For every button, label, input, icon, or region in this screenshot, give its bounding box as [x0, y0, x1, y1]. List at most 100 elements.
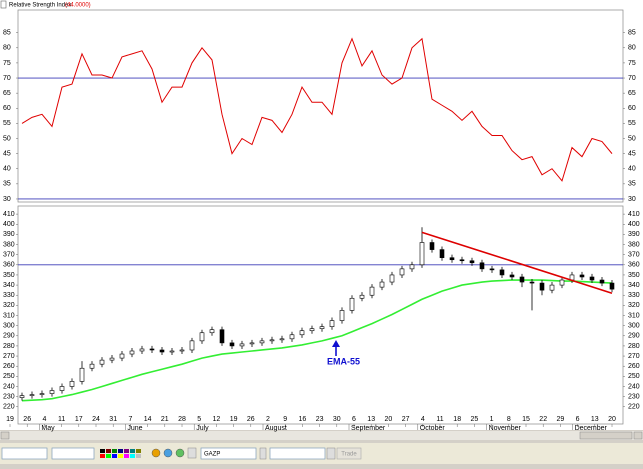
x-tick-label: 9	[283, 416, 287, 423]
x-tick-label: 25	[471, 416, 479, 423]
y-tick-label-right: 380	[628, 241, 640, 248]
candle-body	[479, 262, 485, 270]
y-tick-label-right: 50	[628, 135, 636, 142]
y-tick-label-right: 280	[628, 343, 640, 350]
window-value: (44.0000)	[65, 3, 91, 9]
swatch[interactable]	[106, 449, 111, 453]
x-tick-label: 16	[299, 416, 307, 423]
swatch[interactable]	[124, 449, 129, 453]
swatch[interactable]	[100, 454, 105, 458]
y-tick-label-right: 85	[628, 30, 636, 37]
y-tick-label: 220	[3, 404, 15, 411]
swatch[interactable]	[100, 449, 105, 453]
y-tick-label-right: 220	[628, 404, 640, 411]
swatch[interactable]	[118, 454, 123, 458]
candle-body	[529, 281, 535, 284]
swatch[interactable]	[130, 449, 135, 453]
price-panel-frame	[17, 205, 624, 425]
candle-body	[509, 274, 515, 278]
month-label: July	[196, 425, 209, 432]
candle-body	[549, 284, 555, 291]
swatch[interactable]	[112, 449, 117, 453]
candle-body	[209, 329, 215, 334]
tool-button[interactable]	[187, 447, 197, 459]
y-tick-label-right: 330	[628, 292, 640, 299]
candle-body	[279, 338, 285, 341]
candle-body	[429, 242, 435, 250]
y-tick-label-right: 260	[628, 363, 640, 370]
swatch[interactable]	[112, 454, 117, 458]
candle-body	[249, 342, 255, 345]
line-width-dropdown[interactable]	[51, 447, 95, 460]
month-label: June	[127, 425, 142, 432]
x-tick-label: 11	[58, 416, 65, 423]
x-tick-label: 19	[230, 416, 238, 423]
candle-body	[439, 249, 445, 259]
month-label: December	[575, 425, 608, 432]
y-tick-label: 400	[3, 221, 15, 228]
candle-body	[19, 395, 25, 398]
ema-line	[21, 279, 613, 402]
y-tick-label-right: 360	[628, 262, 640, 269]
y-tick-label-right: 45	[628, 150, 636, 157]
tool-button[interactable]	[151, 448, 161, 458]
y-tick-label-right: 80	[628, 45, 636, 52]
candle-body	[349, 297, 355, 311]
trade-button[interactable]	[336, 447, 362, 460]
candle-body	[559, 279, 565, 286]
y-tick-label-right: 240	[628, 383, 640, 390]
swatch[interactable]	[130, 454, 135, 458]
candle-body	[589, 276, 595, 281]
scroll-thumb[interactable]	[579, 431, 633, 440]
swatch[interactable]	[124, 454, 129, 458]
line-style-dropdown[interactable]	[1, 447, 48, 460]
candle-body	[329, 320, 335, 327]
y-tick-label: 30	[3, 196, 11, 203]
dropdown-arrow[interactable]	[326, 447, 336, 460]
candle-body	[269, 339, 275, 342]
x-tick-label: 2	[266, 416, 270, 423]
y-tick-label: 340	[3, 282, 15, 289]
x-tick-label: 12	[213, 416, 221, 423]
y-tick-label: 35	[3, 181, 11, 188]
symbol-box[interactable]	[200, 447, 257, 460]
month-label: October	[420, 425, 446, 432]
swatch[interactable]	[118, 449, 123, 453]
scrollbar[interactable]	[0, 431, 643, 440]
candle-body	[469, 260, 475, 264]
y-tick-label-right: 65	[628, 90, 636, 97]
swatch[interactable]	[136, 454, 141, 458]
x-tick-label: 22	[539, 416, 547, 423]
y-tick-label: 350	[3, 272, 15, 279]
x-tick-label: 6	[352, 416, 356, 423]
x-tick-label: 7	[128, 416, 132, 423]
month-label: September	[351, 425, 386, 432]
candle-body	[579, 274, 585, 278]
x-tick-label: 27	[402, 416, 410, 423]
swatch[interactable]	[106, 454, 111, 458]
candle-body	[339, 310, 345, 321]
candle-body	[149, 348, 155, 351]
x-tick-label: 29	[557, 416, 565, 423]
tool-button[interactable]	[163, 448, 173, 458]
swatch[interactable]	[136, 449, 141, 453]
x-tick-label: 23	[316, 416, 324, 423]
candle-body	[369, 286, 375, 296]
period-dropdown[interactable]	[269, 447, 326, 460]
scroll-left[interactable]	[0, 431, 10, 440]
y-tick-label-right: 75	[628, 60, 636, 67]
candle-body	[239, 343, 245, 347]
tool-button[interactable]	[175, 448, 185, 458]
scroll-right[interactable]	[633, 431, 643, 440]
y-tick-label: 230	[3, 393, 15, 400]
y-tick-label: 270	[3, 353, 15, 360]
candle-body	[489, 268, 495, 271]
candle-body	[29, 394, 35, 396]
candle-body	[409, 264, 415, 270]
x-tick-label: 14	[144, 416, 152, 423]
x-tick-label: 26	[23, 416, 31, 423]
dropdown-arrow[interactable]	[259, 447, 267, 460]
candle-body	[99, 359, 105, 365]
y-tick-label: 50	[3, 135, 11, 142]
